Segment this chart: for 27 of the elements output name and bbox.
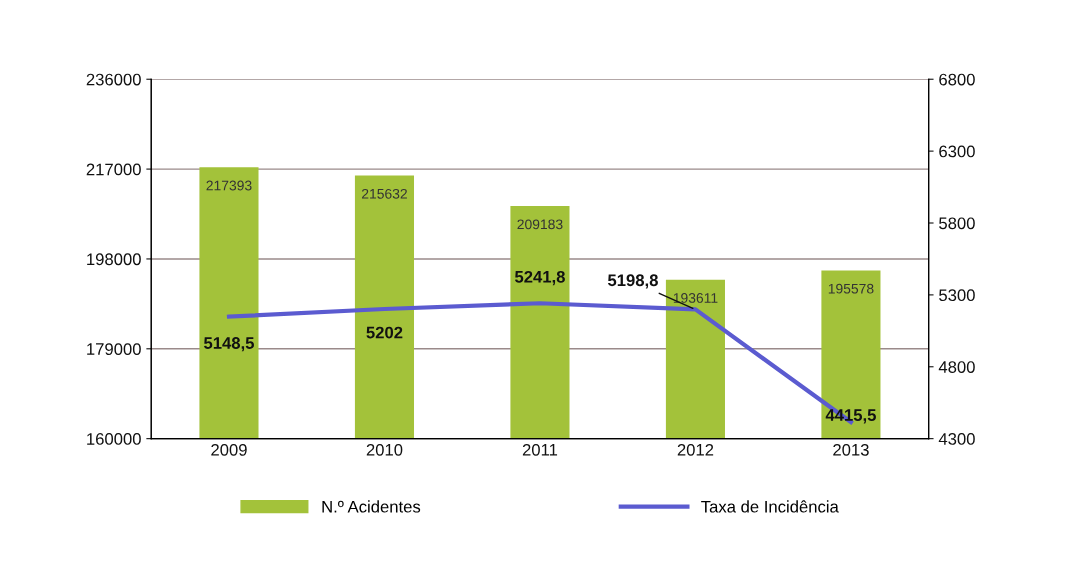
y2-tick-label: 6800 — [939, 73, 975, 86]
y-tick-label: 160000 — [87, 433, 141, 445]
x-tick-label: 2012 — [677, 443, 714, 456]
data-label: 215632 — [361, 188, 407, 199]
data-label: 5148,5 — [204, 337, 254, 352]
data-label: 5198,8 — [607, 274, 658, 289]
x-tick-label: 2009 — [211, 443, 247, 456]
y2-tick-label: 4300 — [938, 433, 975, 445]
y-tick-label: 198000 — [87, 253, 141, 266]
x-tick-label: 2010 — [366, 443, 403, 456]
y-tick-label: 217000 — [86, 163, 141, 176]
x-tick-label: 2011 — [522, 443, 558, 456]
y2-tick-label: 4800 — [938, 361, 975, 373]
data-label: 5202 — [366, 326, 403, 339]
y2-tick-label: 5800 — [939, 217, 975, 230]
data-label: 193611 — [673, 293, 718, 303]
y2-tick-label: 5300 — [939, 289, 975, 302]
data-label: 217393 — [206, 180, 252, 191]
data-label: 209183 — [517, 219, 563, 230]
y2-tick-label: 6300 — [939, 145, 975, 158]
legend-label: Taxa de Incidência — [701, 500, 839, 513]
data-label: 195578 — [828, 283, 874, 294]
data-label: 5241,8 — [514, 270, 565, 286]
y-tick-label: 236000 — [86, 73, 141, 86]
x-tick-label: 2013 — [833, 443, 869, 456]
legend-label: N.º Acidentes — [322, 500, 421, 513]
y-tick-label: 179000 — [87, 343, 141, 355]
